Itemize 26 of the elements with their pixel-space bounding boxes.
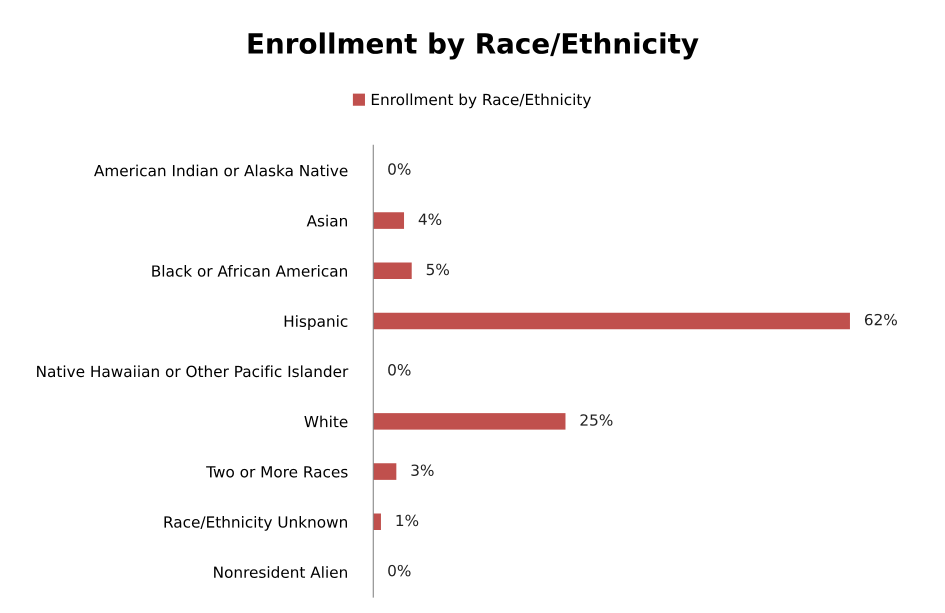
y-tick-label: American Indian or Alaska Native (94, 164, 348, 176)
bar (373, 212, 404, 229)
bar (373, 262, 412, 280)
data-label: 4% (418, 213, 442, 226)
y-tick-label: Asian (306, 214, 347, 227)
data-label: 0% (388, 564, 411, 576)
y-tick-label: Two or More Races (206, 466, 348, 478)
bar (373, 413, 566, 430)
data-label: 62% (864, 314, 897, 326)
data-label: 5% (426, 264, 449, 276)
y-tick-label: Race/Ethnicity Unknown (164, 516, 347, 531)
data-label: 3% (411, 464, 434, 476)
y-tick-label: Hispanic (284, 315, 348, 330)
bar (373, 513, 381, 530)
data-label: 1% (396, 514, 418, 526)
y-tick-label: Black or African American (152, 264, 347, 277)
data-label: 25% (580, 414, 612, 426)
y-tick-label: Native Hawaiian or Other Pacific Islander (37, 365, 348, 378)
bar (373, 312, 850, 330)
y-tick-label: White (304, 416, 348, 428)
y-tick-label: Nonresident Alien (214, 566, 347, 578)
data-label: 0% (388, 163, 411, 175)
legend-label: Enrollment by Race/Ethnicity (372, 93, 591, 108)
data-label: 0% (388, 364, 411, 376)
bar (373, 463, 396, 480)
chart-title: Enrollment by Race/Ethnicity (248, 32, 699, 60)
